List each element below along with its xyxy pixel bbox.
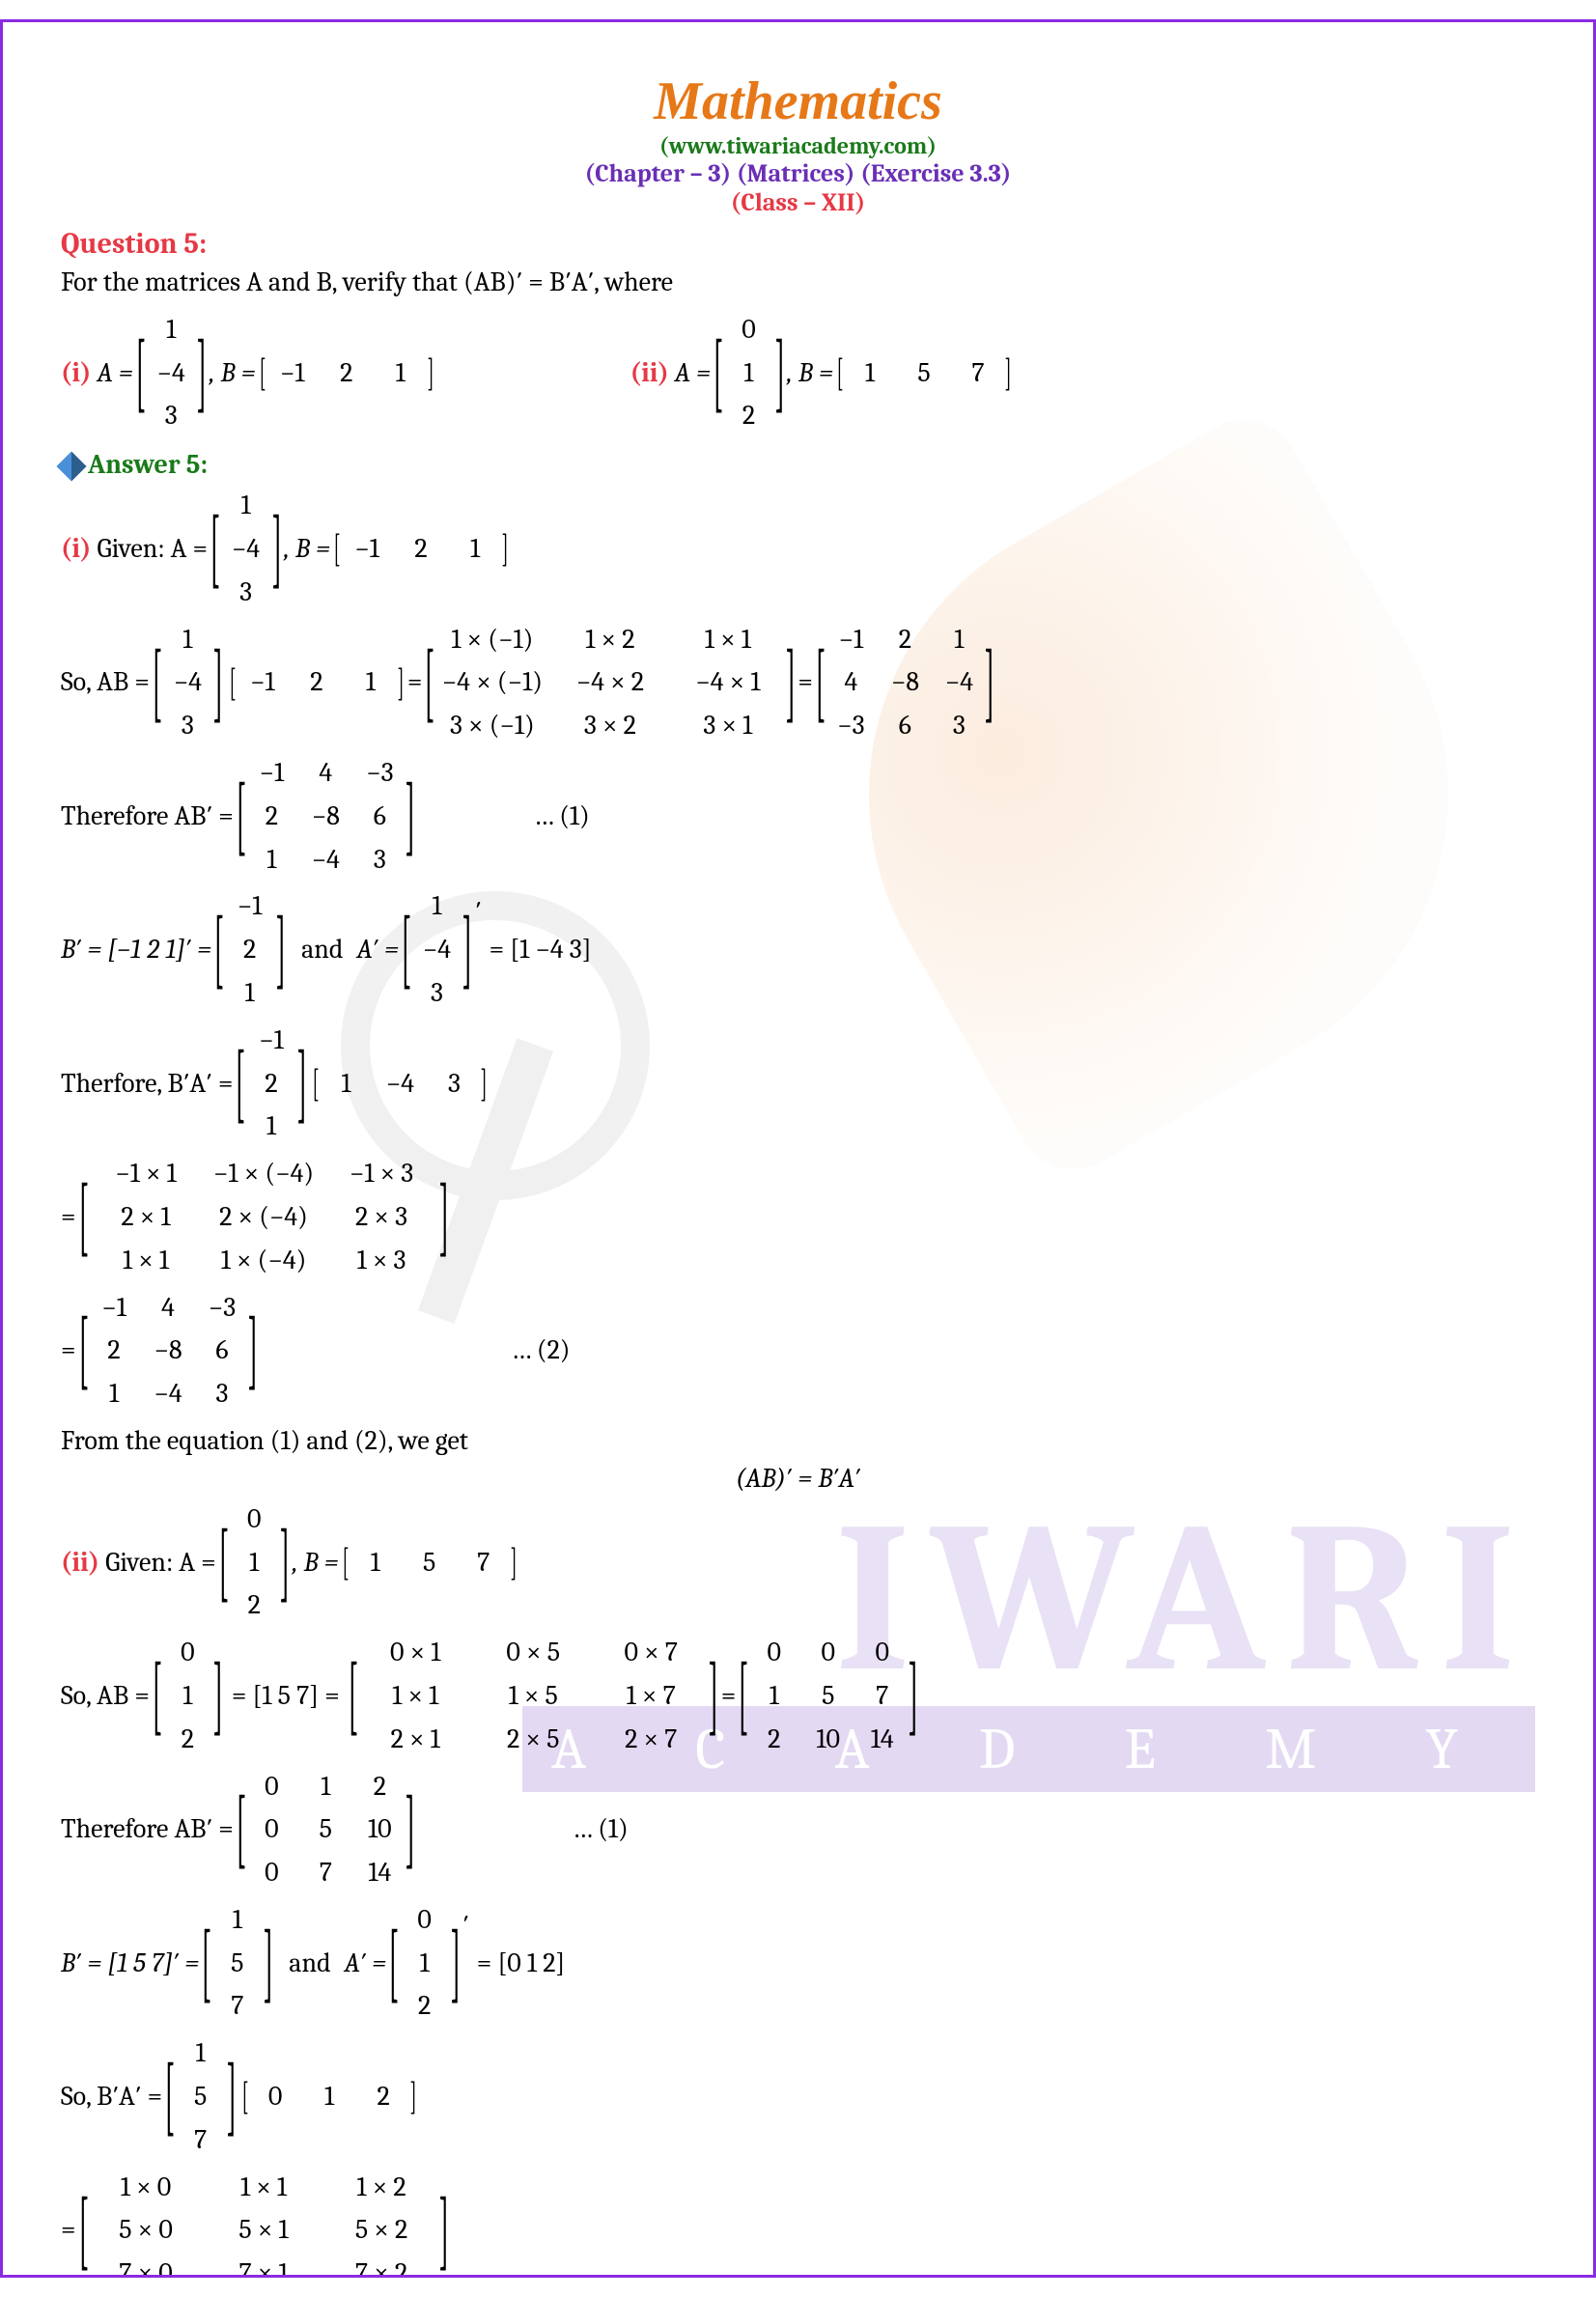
matrix: [−14−32−861−43] bbox=[238, 751, 414, 881]
eq: = bbox=[407, 660, 423, 704]
text: Therefore AB′ = bbox=[61, 795, 234, 838]
question-part-i: (i) A = [1−43] , B = [−121] bbox=[61, 308, 437, 437]
text: , B = bbox=[210, 351, 256, 395]
matrix: [−121] bbox=[237, 1019, 305, 1148]
matrix: [01205100714] bbox=[238, 1765, 414, 1894]
matrix: [1 × 01 × 11 × 25 × 05 × 15 × 27 × 07 × … bbox=[80, 2166, 448, 2278]
answer-label: Answer 5: bbox=[61, 449, 1535, 480]
eq-ref: … (2) bbox=[512, 1329, 571, 1372]
prime: ′ bbox=[475, 890, 482, 934]
matrix: [−1214−8−4−363] bbox=[817, 618, 994, 747]
matrix: [1−43] bbox=[211, 484, 280, 613]
text: A = bbox=[97, 351, 132, 395]
question-part-ii: (ii) A = [012] , B = [157] bbox=[630, 308, 1015, 437]
part-label: (ii) bbox=[630, 351, 669, 395]
i-given: (i) Given: A = [1−43] , B = [−121] bbox=[61, 484, 1535, 613]
eq: = bbox=[61, 1329, 76, 1372]
text: So, AB = bbox=[61, 660, 150, 704]
text: = [0 1 2] bbox=[477, 1942, 565, 1985]
answer-label-text: Answer 5: bbox=[88, 449, 208, 480]
text: A = bbox=[675, 351, 711, 395]
i-ab-prime: Therefore AB′ = [−14−32−861−43] … (1) bbox=[61, 751, 1535, 881]
matrix: [157] bbox=[166, 2031, 235, 2161]
text: and bbox=[301, 928, 343, 971]
doc-chapter: (Chapter – 3) (Matrices) (Exercise 3.3) bbox=[61, 159, 1535, 188]
text: Given: A = bbox=[97, 527, 208, 571]
part-label: (ii) bbox=[61, 1541, 99, 1584]
part-label: (i) bbox=[61, 527, 91, 571]
text: , B = bbox=[787, 351, 833, 395]
matrix-B-i: [−121] bbox=[260, 351, 434, 395]
text: So, B′A′ = bbox=[61, 2075, 162, 2118]
text: Therefore AB′ = bbox=[61, 1807, 234, 1851]
matrix-A-i: [1−43] bbox=[137, 308, 206, 437]
text: B′ = [1 5 7]′ = bbox=[61, 1942, 199, 1985]
question-label: Question 5: bbox=[61, 227, 1535, 261]
doc-url: (www.tiwariacademy.com) bbox=[61, 132, 1535, 159]
matrix: [1 × (−1)1 × 21 × 1−4 × (−1)−4 × 2−4 × 1… bbox=[426, 618, 794, 747]
i-baprime-expand: = [−1 × 1−1 × (−4)−1 × 32 × 12 × (−4)2 ×… bbox=[61, 1152, 1535, 1281]
text: , B = bbox=[284, 527, 330, 571]
ii-ab-calc: So, AB = [012] = [1 5 7] = [0 × 10 × 50 … bbox=[61, 1631, 1535, 1760]
eq-ref: … (1) bbox=[573, 1807, 629, 1851]
prime: ′ bbox=[462, 1904, 469, 1947]
text: = [1 −4 3] bbox=[490, 928, 592, 971]
matrix: [012] bbox=[220, 1498, 289, 1627]
matrix: [−14−32−861−43] bbox=[80, 1286, 257, 1415]
ii-given: (ii) Given: A = [012] , B = [157] bbox=[61, 1498, 1535, 1627]
eq: = bbox=[721, 1674, 737, 1718]
matrix: [012] bbox=[242, 2075, 416, 2118]
text: Given: A = bbox=[105, 1541, 216, 1584]
matrix: [−1 × 1−1 × (−4)−1 × 32 × 12 × (−4)2 × 3… bbox=[80, 1152, 448, 1281]
eq: = bbox=[798, 660, 813, 704]
question-prompt: For the matrices A and B, verify that (A… bbox=[61, 261, 1535, 304]
text: and bbox=[289, 1942, 330, 1985]
i-baprime-calc: Therfore, B′A′ = [−121] [1−43] bbox=[61, 1019, 1535, 1148]
i-final: (AB)′ = B′A′ bbox=[61, 1463, 1535, 1494]
i-conclusion: From the equation (1) and (2), we get bbox=[61, 1419, 1535, 1463]
text: , B = bbox=[293, 1541, 339, 1584]
ii-baprime-expand: = [1 × 01 × 11 × 25 × 05 × 15 × 27 × 07 … bbox=[61, 2166, 1535, 2278]
matrix: [1−43] bbox=[313, 1062, 487, 1106]
part-label: (i) bbox=[61, 351, 91, 395]
doc-class: (Class – XII) bbox=[61, 188, 1535, 217]
pencil-icon bbox=[56, 452, 86, 482]
matrix: [0 × 10 × 50 × 71 × 11 × 51 × 72 × 12 × … bbox=[350, 1631, 717, 1760]
ii-ab-prime: Therefore AB′ = [01205100714] … (1) bbox=[61, 1765, 1535, 1894]
matrix: [00015721014] bbox=[740, 1631, 916, 1760]
matrix: [157] bbox=[203, 1898, 271, 2028]
i-ab-calc: So, AB = [1−43] [−121] = [1 × (−1)1 × 21… bbox=[61, 618, 1535, 747]
matrix: [−121] bbox=[230, 660, 404, 704]
matrix: [−121] bbox=[215, 884, 284, 1014]
matrix: [012] bbox=[154, 1631, 222, 1760]
text: So, AB = bbox=[61, 1674, 150, 1718]
text: A′ = bbox=[356, 928, 399, 971]
matrix: [157] bbox=[343, 1541, 517, 1584]
text: A′ = bbox=[345, 1942, 387, 1985]
text: = [1 5 7] = bbox=[232, 1674, 340, 1718]
page: IWARI A C A D E M Y Mathematics (www.tiw… bbox=[0, 19, 1596, 2278]
eq: = bbox=[61, 2208, 76, 2252]
matrix-B-ii: [157] bbox=[837, 351, 1011, 395]
eq: = bbox=[61, 1195, 76, 1239]
ii-bprime-aprime: B′ = [1 5 7]′ = [157] and A′ = [012] ′ =… bbox=[61, 1898, 1535, 2028]
text: Therfore, B′A′ = bbox=[61, 1062, 233, 1106]
i-baprime-result: = [−14−32−861−43] … (2) bbox=[61, 1286, 1535, 1415]
text: B′ = [−1 2 1]′ = bbox=[61, 928, 211, 971]
doc-title: Mathematics bbox=[61, 70, 1535, 132]
eq-ref: … (1) bbox=[534, 795, 590, 838]
matrix: [1−43] bbox=[403, 884, 471, 1014]
matrix-A-ii: [012] bbox=[714, 308, 783, 437]
matrix: [−121] bbox=[334, 527, 508, 571]
matrix: [012] bbox=[390, 1898, 459, 2028]
i-bprime-aprime: B′ = [−1 2 1]′ = [−121] and A′ = [1−43] … bbox=[61, 884, 1535, 1014]
matrix: [1−43] bbox=[154, 618, 222, 747]
ii-baprime-calc: So, B′A′ = [157] [012] bbox=[61, 2031, 1535, 2161]
